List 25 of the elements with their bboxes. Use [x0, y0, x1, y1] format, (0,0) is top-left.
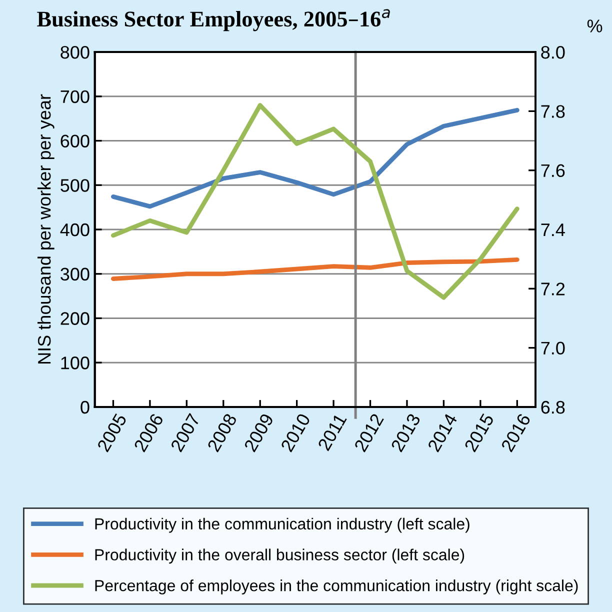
y2-tick-label: 7.4 — [541, 224, 565, 236]
legend-label: Productivity in the overall business sector (left scale) — [95, 548, 464, 564]
y2-tick-label: 8.0 — [541, 46, 565, 59]
y-tick-label: 200 — [60, 312, 90, 325]
y2-tick-label: 7.0 — [541, 342, 565, 355]
legend-label: Productivity in the communication industry (left scale) — [95, 518, 470, 533]
y-tick-label: 400 — [60, 223, 90, 236]
y2-tick-label: 7.2 — [541, 282, 565, 296]
y-tick-label: 600 — [60, 134, 90, 148]
line-series — [110, 257, 520, 281]
y-tick-label: 0 — [80, 400, 90, 414]
line-series — [110, 103, 520, 300]
y-tick-label: 100 — [61, 356, 90, 370]
y-tick-label: 300 — [60, 268, 90, 281]
line-series — [110, 108, 520, 209]
chart-title: Business Sector Employees, 2005–16$^{a}$ — [37, 9, 390, 32]
y-tick-label: 800 — [60, 46, 90, 59]
y2-tick-label: 6.8 — [541, 400, 565, 414]
y-axis-title: NIS thousand per worker per year — [37, 94, 54, 364]
legend-label: Percentage of employees in the communication industry (right scale) — [95, 580, 578, 594]
y2-tick-label: 7.6 — [541, 164, 565, 178]
y2-axis-title: % — [587, 20, 602, 32]
y-tick-label: 700 — [60, 90, 90, 104]
y2-tick-label: 7.8 — [541, 105, 565, 118]
y-tick-label: 500 — [60, 179, 90, 192]
